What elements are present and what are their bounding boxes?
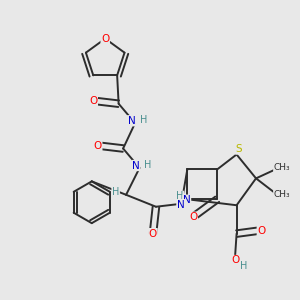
Text: CH₃: CH₃ bbox=[274, 190, 290, 199]
Text: H: H bbox=[144, 160, 152, 170]
Text: O: O bbox=[231, 256, 239, 266]
Text: O: O bbox=[257, 226, 266, 236]
Text: O: O bbox=[149, 229, 157, 238]
Text: CH₃: CH₃ bbox=[274, 164, 290, 172]
Text: N: N bbox=[132, 160, 140, 170]
Text: O: O bbox=[94, 140, 102, 151]
Text: N: N bbox=[183, 195, 190, 205]
Text: S: S bbox=[236, 144, 242, 154]
Text: N: N bbox=[128, 116, 135, 126]
Text: H: H bbox=[140, 115, 147, 125]
Text: H: H bbox=[240, 261, 248, 271]
Text: O: O bbox=[101, 34, 109, 44]
Text: H: H bbox=[176, 191, 184, 201]
Text: O: O bbox=[89, 96, 98, 106]
Text: O: O bbox=[189, 212, 197, 222]
Text: N: N bbox=[177, 200, 184, 210]
Text: H: H bbox=[112, 188, 119, 197]
